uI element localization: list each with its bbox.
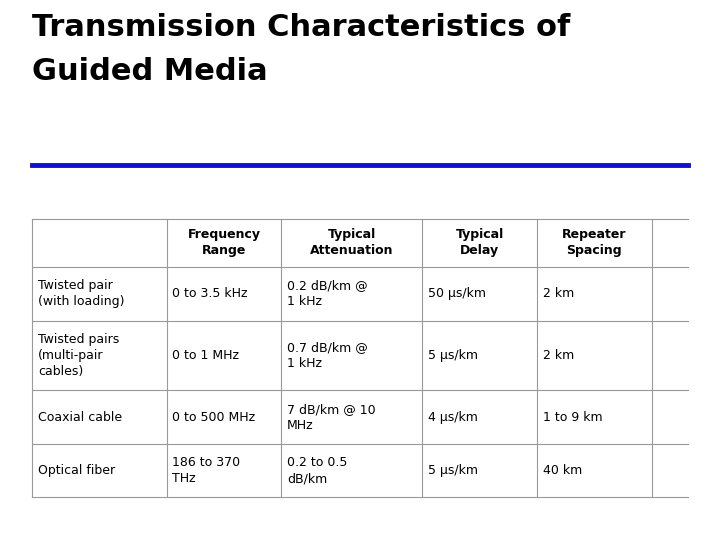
Text: 4 μs/km: 4 μs/km [428, 411, 478, 424]
Text: Twisted pairs
(multi-pair
cables): Twisted pairs (multi-pair cables) [38, 333, 120, 378]
Text: 40 km: 40 km [543, 464, 582, 477]
Text: 50 μs/km: 50 μs/km [428, 287, 486, 300]
Text: 0 to 1 MHz: 0 to 1 MHz [173, 349, 240, 362]
Text: 0.2 to 0.5
dB/km: 0.2 to 0.5 dB/km [287, 456, 348, 485]
Text: 186 to 370
THz: 186 to 370 THz [173, 456, 240, 485]
Text: 5 μs/km: 5 μs/km [428, 464, 478, 477]
Text: Guided Media: Guided Media [32, 57, 268, 86]
Text: 0.7 dB/km @
1 kHz: 0.7 dB/km @ 1 kHz [287, 341, 368, 370]
Text: 0.2 dB/km @
1 kHz: 0.2 dB/km @ 1 kHz [287, 279, 368, 308]
Text: Twisted pair
(with loading): Twisted pair (with loading) [38, 279, 125, 308]
Text: 7 dB/km @ 10
MHz: 7 dB/km @ 10 MHz [287, 403, 376, 432]
Text: Coaxial cable: Coaxial cable [38, 411, 122, 424]
Text: Repeater
Spacing: Repeater Spacing [562, 228, 626, 257]
Text: 1 to 9 km: 1 to 9 km [543, 411, 603, 424]
Text: 0 to 3.5 kHz: 0 to 3.5 kHz [173, 287, 248, 300]
Text: 2 km: 2 km [543, 287, 574, 300]
Text: 2 km: 2 km [543, 349, 574, 362]
Text: Frequency
Range: Frequency Range [187, 228, 261, 257]
Text: Typical
Delay: Typical Delay [456, 228, 504, 257]
Text: 0 to 500 MHz: 0 to 500 MHz [173, 411, 256, 424]
Text: Optical fiber: Optical fiber [38, 464, 115, 477]
Text: Transmission Characteristics of: Transmission Characteristics of [32, 14, 571, 43]
Text: 5 μs/km: 5 μs/km [428, 349, 478, 362]
Text: Typical
Attenuation: Typical Attenuation [310, 228, 394, 257]
